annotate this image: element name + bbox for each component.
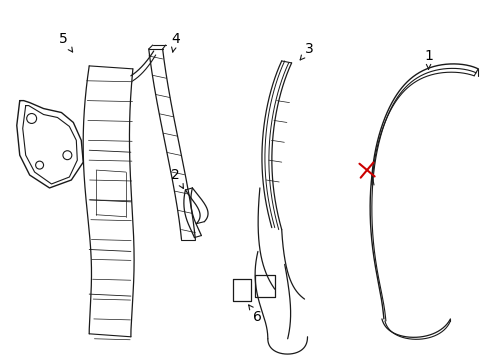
- Text: 5: 5: [59, 32, 72, 52]
- Text: 4: 4: [171, 32, 180, 52]
- Text: 2: 2: [171, 168, 183, 188]
- Text: 3: 3: [300, 42, 313, 60]
- Text: 1: 1: [423, 49, 432, 69]
- Text: 6: 6: [248, 305, 262, 324]
